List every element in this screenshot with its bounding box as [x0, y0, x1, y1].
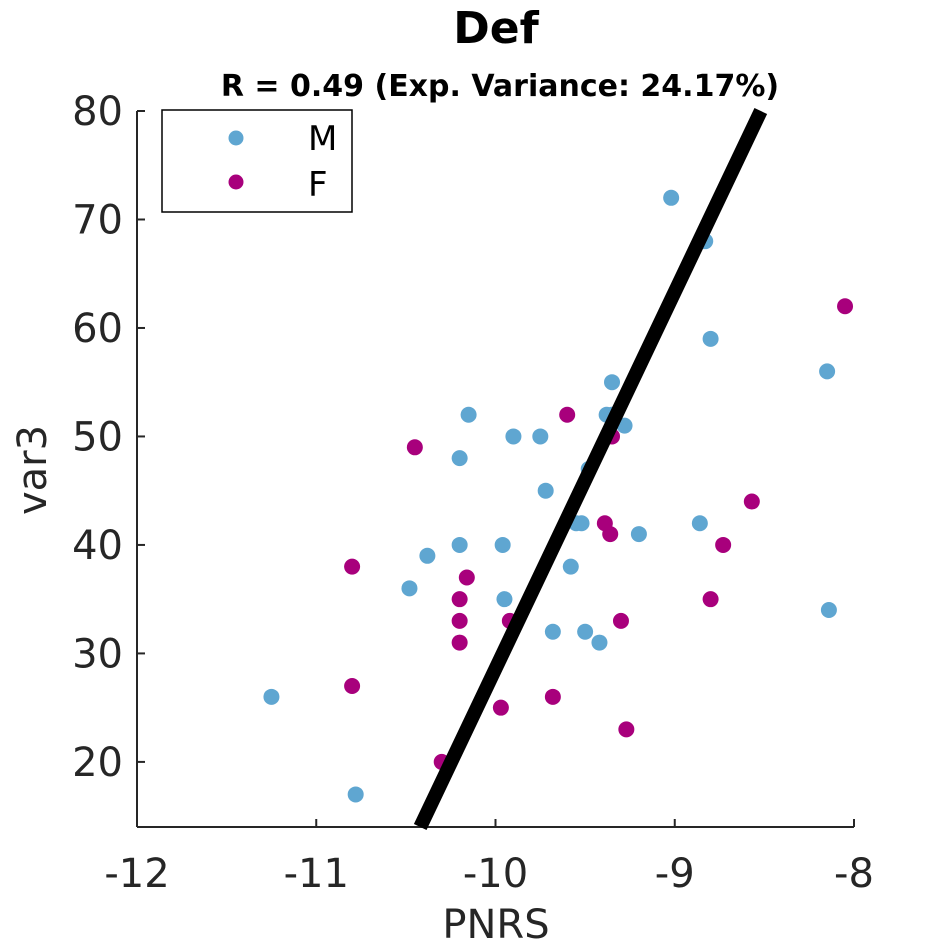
y-tick-label: 20: [72, 740, 123, 786]
data-point-m: [562, 558, 579, 575]
data-point-m: [591, 634, 608, 651]
data-point-f: [492, 699, 509, 716]
x-tick-label: -10: [463, 851, 528, 897]
data-point-m: [820, 602, 837, 619]
data-point-m: [663, 189, 680, 206]
legend-label-f: F: [308, 165, 328, 205]
data-point-f: [559, 406, 576, 423]
y-tick-label: 50: [72, 414, 123, 460]
data-point-f: [715, 536, 732, 553]
legend-marker-f: [228, 174, 244, 190]
data-points: [263, 189, 854, 803]
data-point-m: [505, 428, 522, 445]
x-tick-label: -8: [834, 851, 874, 897]
data-point-m: [401, 580, 418, 597]
data-point-m: [819, 363, 836, 380]
fit-line: [413, 107, 768, 831]
tick-labels: -12 -11 -10 -9 -8 20 30 40 50 60 70 80: [72, 89, 874, 897]
y-tick-label: 40: [72, 523, 123, 569]
tick-marks: [136, 110, 855, 827]
y-tick-label: 60: [72, 306, 123, 352]
data-point-m: [544, 623, 561, 640]
data-point-m: [263, 688, 280, 705]
data-point-m: [573, 515, 590, 532]
data-point-m: [691, 515, 708, 532]
data-point-f: [602, 526, 619, 543]
y-tick-label: 70: [72, 197, 123, 243]
legend: M F: [161, 109, 353, 213]
data-point-m: [347, 786, 364, 803]
x-axis-label: PNRS: [442, 902, 549, 945]
x-tick-label: -12: [104, 851, 169, 897]
axes: [136, 111, 854, 828]
data-point-f: [743, 493, 760, 510]
data-point-f: [618, 721, 635, 738]
data-point-f: [406, 439, 423, 456]
y-tick-label: 30: [72, 631, 123, 677]
data-point-m: [419, 547, 436, 564]
data-point-m: [496, 591, 513, 608]
data-point-m: [494, 536, 511, 553]
data-point-m: [451, 536, 468, 553]
chart-title: Def: [453, 3, 539, 54]
legend-box: [161, 109, 353, 213]
data-point-f: [344, 558, 361, 575]
data-point-f: [612, 612, 629, 629]
data-point-f: [544, 688, 561, 705]
data-point-m: [630, 526, 647, 543]
data-point-m: [537, 482, 554, 499]
x-tick-label: -9: [655, 851, 695, 897]
data-point-f: [451, 634, 468, 651]
data-point-f: [837, 298, 854, 315]
data-point-m: [451, 450, 468, 467]
data-point-f: [458, 569, 475, 586]
data-point-m: [702, 330, 719, 347]
fit-line-group: [413, 107, 768, 831]
data-point-f: [451, 612, 468, 629]
y-tick-label: 80: [72, 89, 123, 135]
data-point-m: [604, 374, 621, 391]
legend-label-m: M: [308, 119, 337, 159]
data-point-m: [532, 428, 549, 445]
chart-subtitle: R = 0.49 (Exp. Variance: 24.17%): [221, 69, 779, 104]
data-point-m: [577, 623, 594, 640]
data-point-f: [451, 591, 468, 608]
data-point-f: [702, 591, 719, 608]
legend-marker-m: [228, 130, 244, 146]
data-point-m: [460, 406, 477, 423]
x-tick-label: -11: [284, 851, 349, 897]
data-point-f: [344, 677, 361, 694]
y-axis-label: var3: [10, 425, 56, 515]
